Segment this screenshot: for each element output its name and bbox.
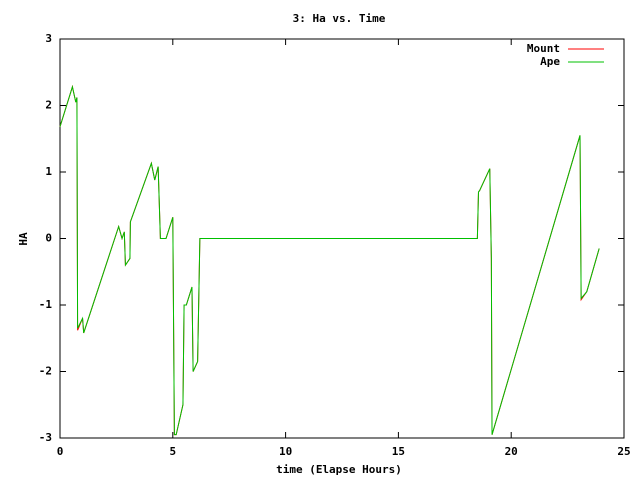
x-tick-label: 15 — [392, 445, 405, 458]
y-tick-label: 0 — [45, 232, 52, 245]
y-tick-label: 3 — [45, 32, 52, 45]
y-tick-label: -2 — [39, 365, 52, 378]
chart-title: 3: Ha vs. Time — [293, 12, 386, 25]
series-line — [59, 84, 600, 436]
x-tick-label: 10 — [279, 445, 292, 458]
y-tick-label: 2 — [45, 99, 52, 112]
legend-label: Ape — [540, 55, 560, 68]
y-tick-label: -3 — [39, 431, 52, 444]
x-axis-label: time (Elapse Hours) — [276, 463, 402, 476]
x-tick-label: 25 — [617, 445, 630, 458]
x-tick-label: 5 — [169, 445, 176, 458]
legend-label: Mount — [527, 42, 560, 55]
x-tick-label: 0 — [57, 445, 64, 458]
x-tick-label: 20 — [505, 445, 518, 458]
y-tick-label: -1 — [39, 298, 53, 311]
series-line — [59, 84, 600, 436]
y-tick-label: 1 — [45, 165, 52, 178]
y-axis-label: HA — [17, 232, 30, 246]
